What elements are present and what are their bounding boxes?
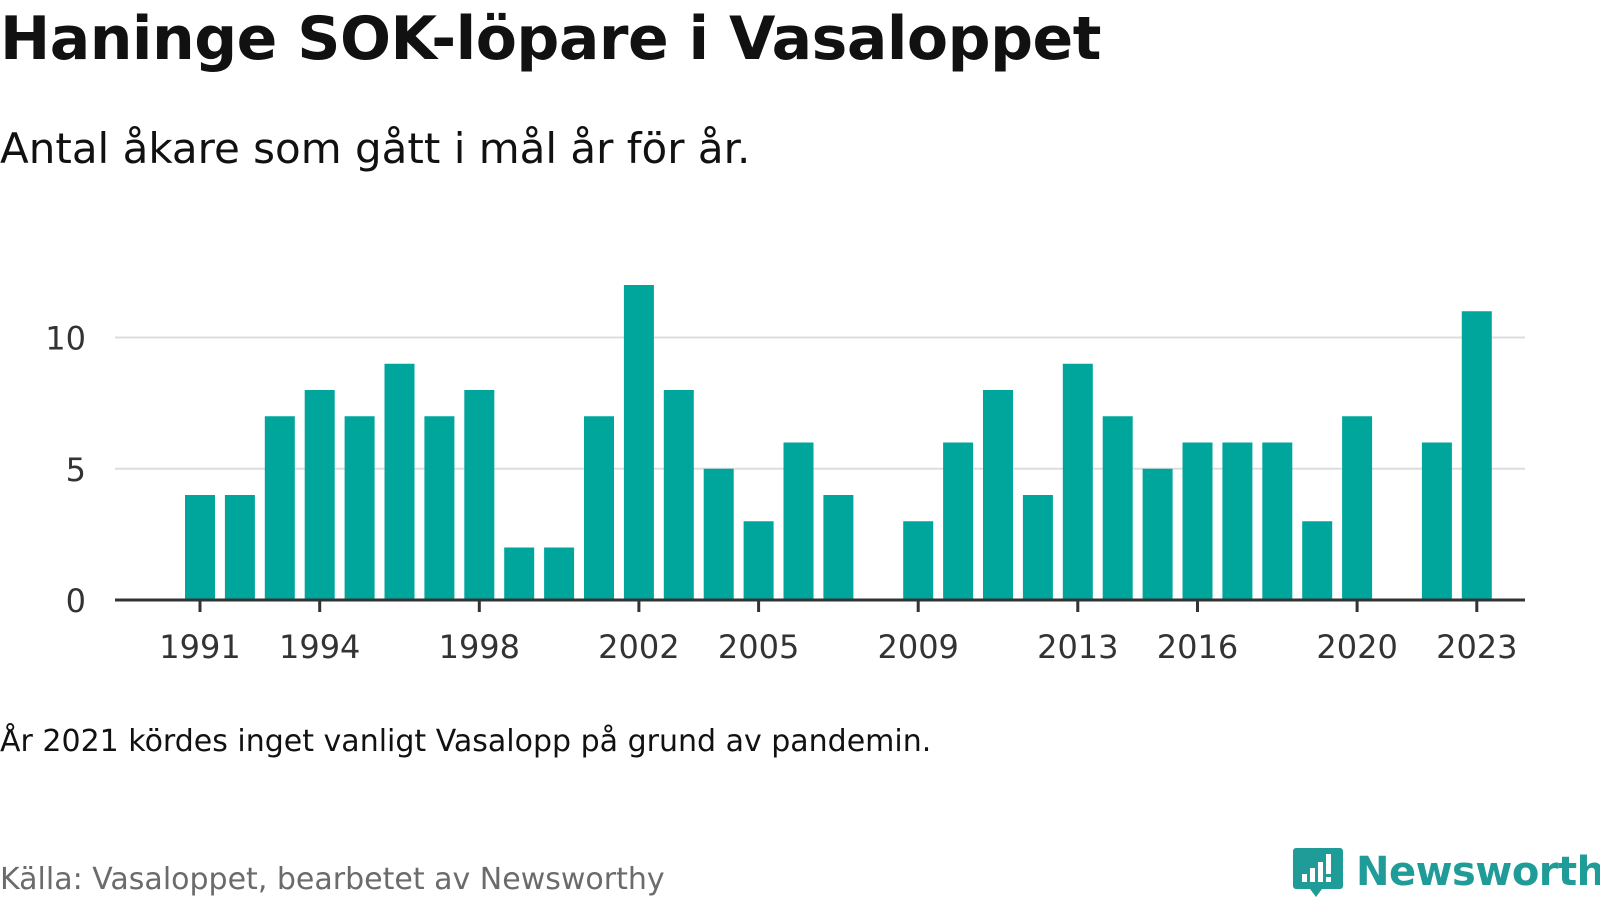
bar [384,363,415,600]
bar [663,390,694,600]
chart-title: Haninge SOK-löpare i Vasaloppet [0,4,1101,74]
bar [623,285,654,600]
newsworthy-logo-icon [1293,848,1343,897]
y-tick-label: 5 [66,451,86,489]
y-tick-label: 10 [45,320,86,358]
bar [304,390,335,600]
bar [464,390,495,600]
bar-chart: 0 5 10 1991 1994 1998 2002 2005 2009 2013 2016 2020… [45,285,1525,666]
bar [1342,416,1373,600]
bar [703,468,734,600]
bar [1222,442,1253,600]
brand-name: Newsworthy [1356,849,1600,895]
bar [823,495,854,600]
bar [983,390,1013,600]
chart-note: År 2021 kördes inget vanligt Vasalopp på… [0,724,932,759]
bar [584,416,614,600]
bar [185,495,215,600]
bar [903,521,934,600]
x-tick-label: 2009 [877,628,958,666]
bar [1182,442,1213,600]
x-tick-label: 1994 [279,628,360,666]
bar [1461,311,1492,600]
source-text: Källa: Vasaloppet, bearbetet av Newswort… [0,862,665,897]
x-tick-label: 2013 [1037,628,1118,666]
bar [1102,416,1133,600]
bar [264,416,295,600]
x-tick-label: 2023 [1436,628,1517,666]
y-tick-label: 0 [66,582,86,620]
bar [743,521,774,600]
bar [1421,442,1452,600]
x-tick-label: 1998 [439,628,520,666]
x-tick-label: 2005 [718,628,799,666]
bar [783,442,814,600]
bar [1062,363,1093,600]
chart-subtitle: Antal åkare som gått i mål år för år. [0,124,751,173]
bar [224,495,255,600]
brand: Newsworthy [1292,842,1600,902]
bar [943,442,974,600]
bar [504,547,535,600]
x-tick-label: 2002 [598,628,679,666]
x-tick-label: 1991 [159,628,240,666]
x-tick-label: 2020 [1316,628,1397,666]
bar [344,416,375,600]
bar [1302,521,1333,600]
bar [1262,442,1293,600]
bar [544,547,575,600]
x-tick-label: 2016 [1157,628,1238,666]
bar [1142,468,1173,600]
bar [424,416,455,600]
bar [1022,495,1053,600]
